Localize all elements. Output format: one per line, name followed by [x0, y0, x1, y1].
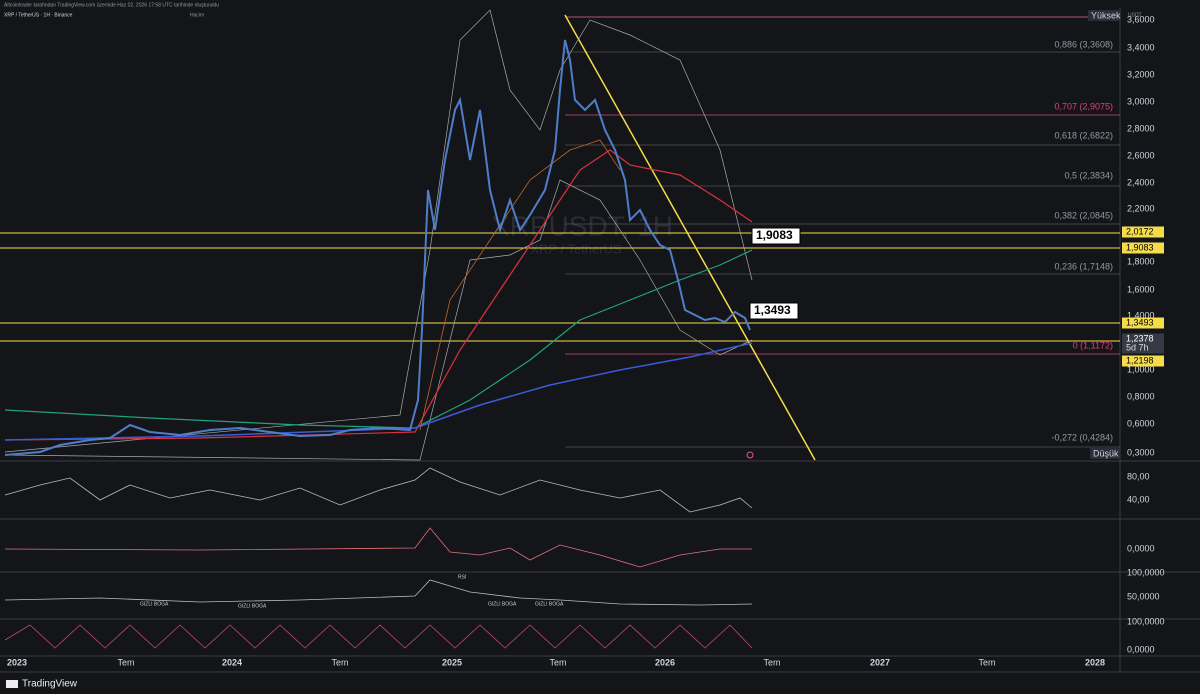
price-label: 1,4000 — [1127, 310, 1155, 320]
indicator-label: 0,0000 — [1127, 644, 1155, 654]
price-label: 0,8000 — [1127, 391, 1155, 401]
fib-label: 0,707 (2,9075) — [1054, 101, 1113, 111]
marker — [746, 451, 754, 459]
price-tag — [1122, 333, 1164, 354]
price-tag — [1122, 242, 1164, 254]
price-label: 3,2000 — [1127, 69, 1155, 79]
price-tag — [1122, 317, 1164, 329]
price-label: 0,3000 — [1127, 447, 1155, 457]
indicator-label: 80,00 — [1127, 471, 1150, 481]
price-label: 3,4000 — [1127, 42, 1155, 52]
price-label: 3,0000 — [1127, 96, 1155, 106]
indicator-label: 50,0000 — [1127, 591, 1160, 601]
price-tag — [1122, 355, 1164, 367]
fib-label: 0,886 (3,3608) — [1054, 39, 1113, 49]
annotation: GIZLI BOGA — [238, 603, 267, 609]
oscillators — [4, 467, 753, 649]
price-tag-label: 1,9083 — [1126, 242, 1154, 252]
time-label: 2025 — [442, 657, 462, 667]
watermark-name: XRP / TetherUS — [530, 241, 622, 256]
fib-lines — [565, 16, 1120, 448]
time-label: 2024 — [222, 657, 242, 667]
indicator-label: 100,0000 — [1127, 567, 1165, 577]
price-label: 1,0000 — [1127, 364, 1155, 374]
price-path — [4, 39, 751, 456]
currency: USDT — [1128, 12, 1142, 18]
price-tag-label: 1,3493 — [1126, 317, 1154, 327]
price-label: 3,6000 — [1127, 14, 1155, 24]
price-tag — [1122, 226, 1164, 238]
callout-box — [749, 302, 799, 320]
price-label: 1,6000 — [1127, 284, 1155, 294]
time-label: 2028 — [1085, 657, 1105, 667]
brand: TradingView — [22, 679, 78, 690]
support-lines — [0, 232, 1120, 342]
time-label: Tem — [978, 657, 995, 667]
annotation: GIZLI BOGA — [140, 601, 169, 607]
time-label: 2027 — [870, 657, 890, 667]
credit: Altcointrader tarafından TradingView.com… — [4, 2, 219, 8]
callout-box — [751, 227, 801, 245]
price-label: 2,6000 — [1127, 150, 1155, 160]
pane-separators — [0, 8, 1200, 673]
callout-label: 1,9083 — [756, 228, 793, 242]
low-tag — [1090, 448, 1120, 459]
low-label: Düşük — [1093, 448, 1119, 458]
annotation: RSI — [458, 574, 466, 580]
callout-label: 1,3493 — [754, 303, 791, 317]
fib-label: 0,618 (2,6822) — [1054, 130, 1113, 140]
fib-label: -0,272 (0,4284) — [1051, 432, 1113, 442]
fib-label: 0,382 (2,0845) — [1054, 210, 1113, 220]
indicator-lines — [4, 9, 753, 461]
symbol: XRP / TetherUS · 1H · Binance — [4, 12, 73, 18]
texts: Altcointrader tarafından TradingView.com… — [4, 2, 1165, 689]
fib-label: 0 (1,1172) — [1073, 340, 1113, 350]
trendline — [564, 14, 816, 461]
price-label: 2,4000 — [1127, 177, 1155, 187]
indicator-label: 40,00 — [1127, 494, 1150, 504]
time-label: Tem — [117, 657, 134, 667]
price-label: 2,8000 — [1127, 123, 1155, 133]
brand-logo — [6, 680, 18, 688]
high-tag — [1088, 10, 1120, 21]
indicator-label: 100,0000 — [1127, 616, 1165, 626]
price-label: 1,8000 — [1127, 256, 1155, 266]
price-tag-label: 1,2198 — [1126, 355, 1154, 365]
fib-label: 0,5 (2,3834) — [1064, 170, 1113, 180]
high-label: Yüksek — [1091, 10, 1121, 20]
annotation: GIZLI BOGA — [535, 601, 564, 607]
annotation: GIZLI BOGA — [488, 601, 517, 607]
volume-label: Hacim — [190, 12, 204, 18]
indicator-label: 0,0000 — [1127, 543, 1155, 553]
price-tag-label: 1,2378 — [1126, 333, 1154, 343]
time-label: 2026 — [655, 657, 675, 667]
time-label: Tem — [549, 657, 566, 667]
time-label: 2023 — [7, 657, 27, 667]
price-tag-label: 2,0172 — [1126, 226, 1154, 236]
price-label: 0,6000 — [1127, 418, 1155, 428]
countdown: 5d 7h — [1126, 342, 1149, 352]
price-label: 2,2000 — [1127, 203, 1155, 213]
time-label: Tem — [331, 657, 348, 667]
fib-label: 0,236 (1,7148) — [1054, 261, 1113, 271]
time-label: Tem — [763, 657, 780, 667]
